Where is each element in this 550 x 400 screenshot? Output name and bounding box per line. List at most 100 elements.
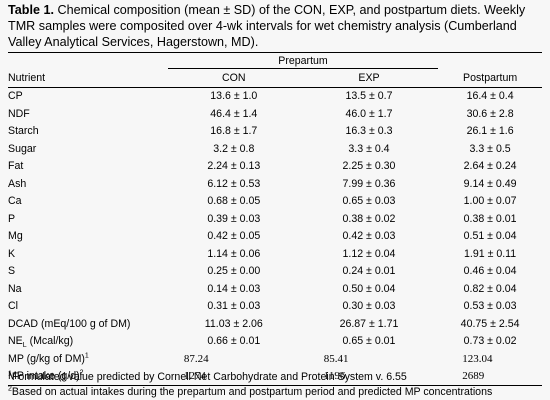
postpartum-value: 123.04 [462, 352, 493, 365]
row-label: DCAD (mEq/100 g of DM) [8, 317, 131, 330]
postpartum-value: 0.82 ± 0.04 [463, 282, 517, 295]
con-value: 6.12 ± 0.53 [207, 177, 261, 190]
footnote-1: 1Formulated value predicted by Cornell N… [8, 370, 407, 383]
row-label-mp-intake: MP intake (g/d)2 [8, 367, 168, 386]
row-label: Fat [8, 160, 24, 173]
table-row: Mg 0.42 ± 0.05 0.42 ± 0.03 0.51 ± 0.04 [8, 228, 542, 246]
row-label: P [8, 212, 16, 225]
exp-value: 7.99 ± 0.36 [342, 177, 396, 190]
postpartum-value: 0.51 ± 0.04 [463, 230, 517, 243]
exp-value: 46.0 ± 1.7 [345, 107, 393, 120]
exp-value: 0.50 ± 0.04 [342, 282, 396, 295]
postpartum-value: 9.14 ± 0.49 [463, 177, 517, 190]
postpartum-value: 1.00 ± 0.07 [463, 195, 517, 208]
exp-value: 0.38 ± 0.02 [342, 212, 396, 225]
table-row: Fat 2.24 ± 0.13 2.25 ± 0.30 2.64 ± 0.24 [8, 158, 542, 176]
con-value: 1274 [167, 367, 300, 386]
postpartum-value: 0.73 ± 0.02 [463, 335, 517, 348]
con-value: 46.4 ± 1.4 [210, 107, 258, 120]
row-label: Ca [8, 195, 22, 208]
con-value: 2.24 ± 0.13 [207, 160, 261, 173]
exp-value: 3.3 ± 0.4 [348, 142, 390, 155]
exp-value: 1196 [299, 367, 439, 386]
table-row: NDF 46.4 ± 1.4 46.0 ± 1.7 30.6 ± 2.8 [8, 105, 542, 123]
table-row: K 1.14 ± 0.06 1.12 ± 0.04 1.91 ± 0.11 [8, 245, 542, 263]
postpartum-value: 2689 [438, 367, 542, 386]
table-row-mp-intake: MP intake (g/d)2 1274 1196 2689 [8, 367, 542, 386]
table-label: Table 1. [8, 3, 54, 17]
con-value: 1.14 ± 0.06 [207, 247, 261, 260]
header-postpartum: Postpartum [438, 68, 542, 88]
row-label-mp: MP (g/kg of DM)1 [8, 352, 89, 365]
postpartum-value: 3.3 ± 0.5 [469, 142, 511, 155]
header-nutrient: Nutrient [8, 68, 168, 88]
header-con: CON [167, 68, 300, 88]
con-value: 0.25 ± 0.00 [207, 265, 261, 278]
prepartum-group-header: Prepartum [167, 52, 439, 69]
row-label: Cl [8, 300, 19, 313]
table-row: Ash 6.12 ± 0.53 7.99 ± 0.36 9.14 ± 0.49 [8, 175, 542, 193]
header-exp: EXP [299, 68, 439, 88]
exp-value: 0.42 ± 0.03 [342, 230, 396, 243]
table-row: Na 0.14 ± 0.03 0.50 ± 0.04 0.82 ± 0.04 [8, 280, 542, 298]
exp-value: 16.3 ± 0.3 [345, 125, 393, 138]
exp-value: 0.65 ± 0.03 [342, 195, 396, 208]
postpartum-value: 0.46 ± 0.04 [463, 265, 517, 278]
con-value: 11.03 ± 2.06 [204, 317, 263, 330]
con-value: 3.2 ± 0.8 [213, 142, 255, 155]
table-row: Cl 0.31 ± 0.03 0.30 ± 0.03 0.53 ± 0.03 [8, 298, 542, 316]
postpartum-value: 30.6 ± 2.8 [466, 107, 514, 120]
exp-value: 0.65 ± 0.01 [342, 335, 396, 348]
row-label: Ash [8, 177, 27, 190]
con-value: 0.39 ± 0.03 [207, 212, 261, 225]
con-value: 0.42 ± 0.05 [207, 230, 261, 243]
table-row: DCAD (mEq/100 g of DM) 11.03 ± 2.06 26.87 … [8, 315, 542, 333]
row-label: Sugar [8, 142, 37, 155]
composition-table: Prepartum Nutrient CON EXP Postpartum CP… [8, 52, 542, 386]
table-row: P 0.39 ± 0.03 0.38 ± 0.02 0.38 ± 0.01 [8, 210, 542, 228]
row-label: Na [8, 282, 22, 295]
table-row-mp: MP (g/kg of DM)1 87.24 85.41 123.04 [8, 350, 542, 368]
con-value: 0.14 ± 0.03 [207, 282, 261, 295]
exp-value: 26.87 ± 1.71 [339, 317, 399, 330]
exp-value: 0.30 ± 0.03 [342, 300, 396, 313]
con-value: 87.24 [183, 352, 209, 365]
postpartum-value: 40.75 ± 2.54 [460, 317, 520, 330]
table-body: CP 13.6 ± 1.0 13.5 ± 0.7 16.4 ± 0.4 NDF 46.4… [8, 87, 542, 386]
table-row: Sugar 3.2 ± 0.8 3.3 ± 0.4 3.3 ± 0.5 [8, 140, 542, 158]
column-header-row: Nutrient CON EXP Postpartum [8, 68, 542, 88]
postpartum-value: 16.4 ± 0.4 [466, 90, 514, 103]
con-value: 0.66 ± 0.01 [207, 335, 261, 348]
table-row: CP 13.6 ± 1.0 13.5 ± 0.7 16.4 ± 0.4 [8, 87, 542, 105]
con-value: 0.68 ± 0.05 [207, 195, 261, 208]
row-label: Starch [8, 125, 39, 138]
row-label: CP [8, 90, 23, 103]
table-row-nel: NEL (Mcal/kg) 0.66 ± 0.01 0.65 ± 0.01 0.… [8, 333, 542, 351]
con-value: 13.6 ± 1.0 [210, 90, 258, 103]
row-label: S [8, 265, 16, 278]
postpartum-value: 0.53 ± 0.03 [463, 300, 517, 313]
table-row: Ca 0.68 ± 0.05 0.65 ± 0.03 1.00 ± 0.07 [8, 193, 542, 211]
con-value: 0.31 ± 0.03 [207, 300, 261, 313]
postpartum-value: 26.1 ± 1.6 [466, 125, 514, 138]
exp-value: 2.25 ± 0.30 [342, 160, 396, 173]
exp-value: 1.12 ± 0.04 [342, 247, 396, 260]
postpartum-value: 2.64 ± 0.24 [463, 160, 517, 173]
footnote-2: 2Based on actual intakes during the prep… [8, 385, 493, 398]
con-value: 16.8 ± 1.7 [210, 125, 258, 138]
row-label: NDF [8, 107, 30, 120]
exp-value: 13.5 ± 0.7 [345, 90, 393, 103]
exp-value: 85.41 [323, 352, 349, 365]
row-label: K [8, 247, 16, 260]
row-label-nel: NEL (Mcal/kg) [8, 335, 74, 350]
postpartum-value: 1.91 ± 0.11 [464, 247, 517, 260]
table-row: S 0.25 ± 0.00 0.24 ± 0.01 0.46 ± 0.04 [8, 263, 542, 281]
postpartum-value: 0.38 ± 0.01 [463, 212, 517, 225]
row-label: Mg [8, 230, 23, 243]
table-caption: Table 1. Chemical composition (mean ± SD… [8, 2, 543, 50]
group-header-row: Prepartum [8, 52, 542, 69]
table-row: Starch 16.8 ± 1.7 16.3 ± 0.3 26.1 ± 1.6 [8, 123, 542, 141]
caption-text: Chemical composition (mean ± SD) of the … [8, 3, 526, 49]
exp-value: 0.24 ± 0.01 [342, 265, 396, 278]
